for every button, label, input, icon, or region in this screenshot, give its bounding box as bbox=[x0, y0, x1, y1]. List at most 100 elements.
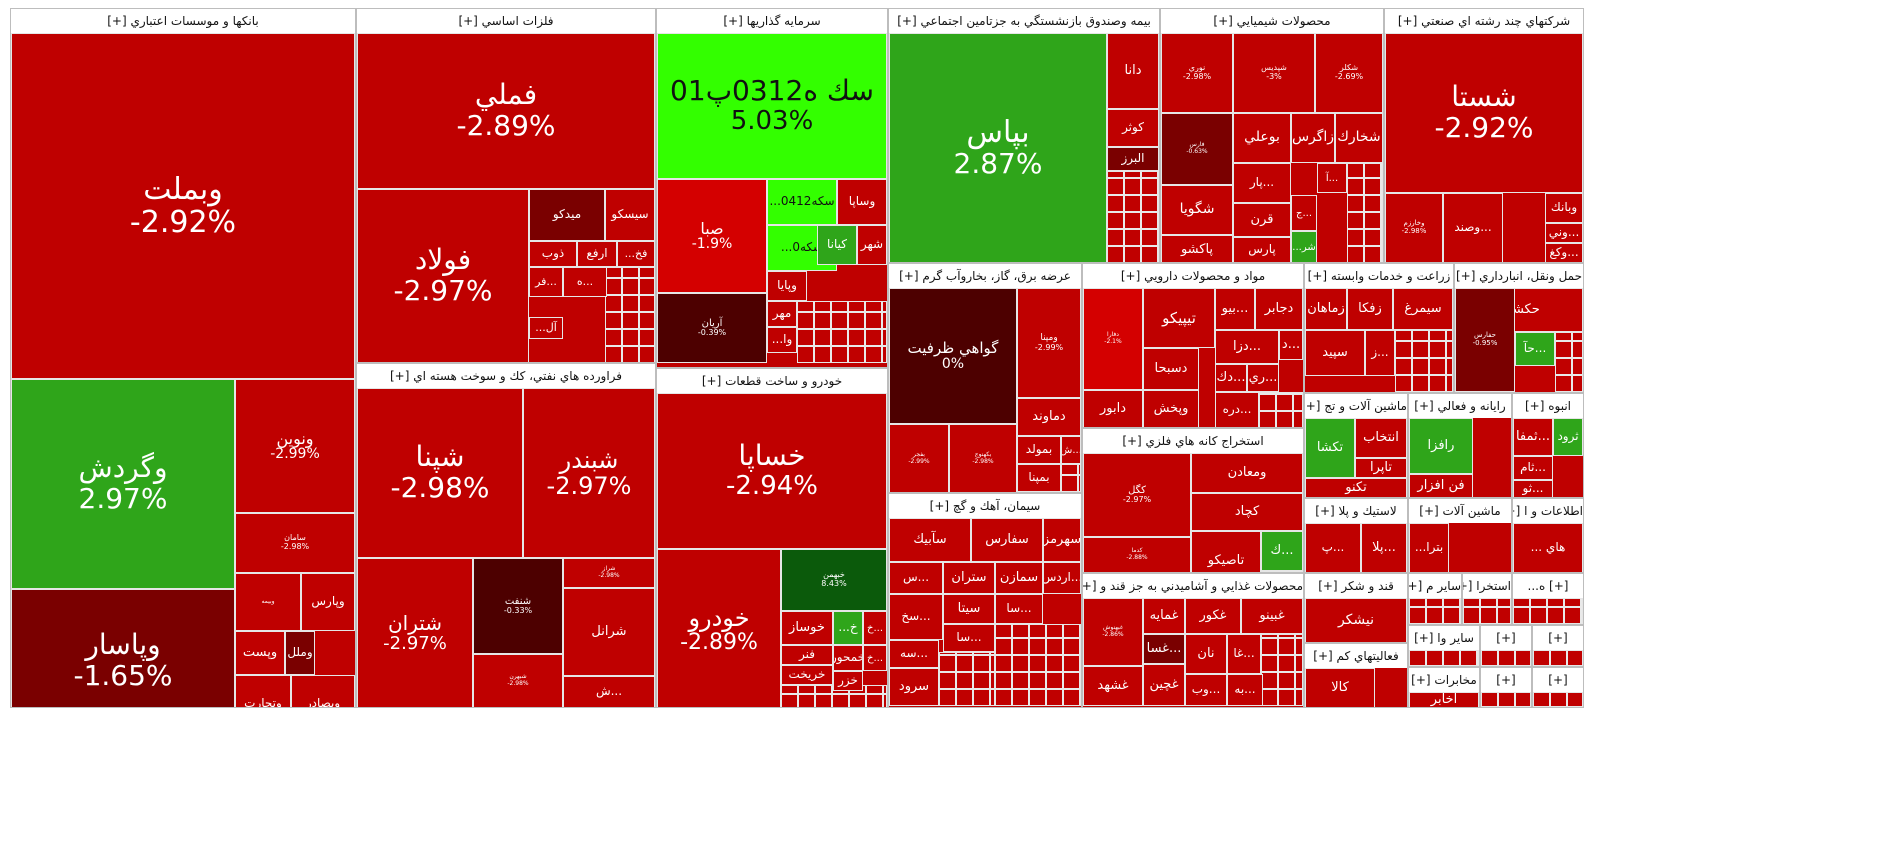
stock-tile[interactable]: بمولد bbox=[1017, 436, 1061, 464]
stock-tile[interactable]: ...غا bbox=[1227, 634, 1261, 674]
stock-tile[interactable]: غچين bbox=[1143, 664, 1185, 706]
stock-tile[interactable]: شنفت -0.33% bbox=[473, 558, 563, 654]
sector-title[interactable]: مواد و محصولات دارويي [+] bbox=[1083, 264, 1303, 289]
sector-title[interactable]: [+] bbox=[1481, 668, 1531, 693]
stock-tile[interactable]: ...پ bbox=[1305, 523, 1361, 572]
stock-tile[interactable]: شتران -2.97% bbox=[357, 558, 473, 707]
stock-tile[interactable]: خبهمن 8.43% bbox=[781, 549, 887, 611]
stock-tile[interactable]: اخابر bbox=[1409, 692, 1479, 707]
stock-tile[interactable]: حفارس -0.95% bbox=[1455, 288, 1515, 392]
stock-tile[interactable]: ...ز bbox=[1365, 330, 1395, 376]
stock-tile[interactable]: كالا bbox=[1305, 668, 1375, 707]
sector-utility[interactable]: عرضه برق، گاز، بخاروآب گرم [+] گواهي ظرفي… bbox=[888, 263, 1082, 493]
stock-tile[interactable]: ...آ bbox=[1317, 163, 1347, 193]
stock-tile[interactable]: بوعلي bbox=[1233, 113, 1291, 163]
stock-tile[interactable]: ...وني bbox=[1545, 223, 1583, 243]
stock-tile[interactable]: شپديس -3% bbox=[1233, 33, 1315, 113]
sector-transport[interactable]: حمل ونقل، انبارداري [+] حكشتي حفارس -0.95%.… bbox=[1454, 263, 1584, 393]
stock-tile[interactable]: ...د bbox=[1279, 330, 1303, 360]
stock-tile[interactable]: نوري -2.98% bbox=[1161, 33, 1233, 113]
stock-tile[interactable]: خوساز bbox=[781, 611, 833, 645]
stock-tile[interactable]: سآبيك bbox=[889, 518, 971, 562]
sector-mini4[interactable]: [+] bbox=[1480, 667, 1532, 708]
stock-tile[interactable]: خودرو -2.89% bbox=[657, 549, 781, 707]
sector-sugar[interactable]: قند و شكر [+] نيشكر bbox=[1304, 573, 1408, 643]
stock-tile[interactable]: شبهرن -2.98% bbox=[473, 654, 563, 707]
sector-banks[interactable]: بانكها و موسسات اعتباري [+] وبملت -2.92% وگ… bbox=[10, 8, 356, 708]
stock-tile[interactable]: وبيمه bbox=[235, 573, 301, 631]
stock-tile[interactable]: شهر bbox=[857, 225, 887, 265]
stock-tile[interactable]: ومعادن bbox=[1191, 453, 1303, 493]
stock-tile[interactable]: تكشا bbox=[1305, 418, 1355, 478]
stock-tile[interactable]: غكور bbox=[1185, 598, 1241, 634]
stock-tile[interactable]: وپايا bbox=[767, 271, 807, 301]
stock-tile[interactable]: خزر bbox=[833, 671, 863, 691]
stock-tile[interactable]: دفارا -2.1% bbox=[1083, 288, 1143, 390]
stock-tile[interactable]: دابور bbox=[1083, 390, 1143, 427]
stock-tile[interactable]: غشهد bbox=[1083, 666, 1143, 706]
sector-title[interactable]: استخراج كانه هاي فلزي [+] bbox=[1083, 429, 1303, 454]
stock-tile[interactable]: وملل bbox=[285, 631, 315, 675]
stock-tile[interactable]: شكلر -2.69% bbox=[1315, 33, 1383, 113]
stock-tile[interactable]: نيشكر bbox=[1305, 598, 1407, 642]
sector-mining[interactable]: استخراج كانه هاي فلزي [+] كگل -2.97% ومعادن… bbox=[1082, 428, 1304, 573]
sector-metals[interactable]: فلزات اساسي [+] فملي -2.89% فولاد -2.97% ميدك… bbox=[356, 8, 656, 363]
sector-title[interactable]: مخابرات [+] bbox=[1409, 668, 1479, 693]
sector-title[interactable]: [+] bbox=[1533, 626, 1583, 651]
stock-tile[interactable]: ...اردس bbox=[1043, 562, 1081, 594]
stock-tile[interactable]: وا... bbox=[767, 327, 797, 353]
sector-title[interactable]: شركتهاي چند رشته اي صنعتي [+] bbox=[1385, 9, 1583, 34]
sector-extract[interactable]: استخرا [+] bbox=[1462, 573, 1512, 625]
stock-tile[interactable]: ...فر bbox=[529, 267, 563, 297]
sector-small[interactable]: فعاليتهاي كم [+] كالا bbox=[1304, 643, 1408, 708]
stock-tile[interactable]: بمپنا bbox=[1017, 464, 1061, 492]
stock-tile[interactable]: تكنو bbox=[1305, 478, 1407, 497]
sector-title[interactable]: قند و شكر [+] bbox=[1305, 574, 1407, 599]
stock-tile[interactable]: ...پار bbox=[1233, 163, 1291, 203]
small-tiles-grid[interactable] bbox=[797, 301, 887, 363]
stock-tile[interactable]: ...غسا bbox=[1143, 634, 1185, 664]
stock-tile[interactable]: وتجارت bbox=[235, 675, 291, 707]
stock-tile[interactable]: ستران bbox=[943, 562, 995, 594]
stock-tile[interactable]: ...پلا bbox=[1361, 523, 1407, 572]
stock-tile[interactable]: نان bbox=[1185, 634, 1227, 674]
stock-tile[interactable]: وخارزم -2.98% bbox=[1385, 193, 1443, 262]
stock-tile[interactable]: مهر bbox=[767, 301, 797, 327]
small-tiles-grid[interactable] bbox=[1533, 650, 1583, 666]
sector-title[interactable]: فعاليتهاي كم [+] bbox=[1305, 644, 1407, 669]
sector-pharma[interactable]: مواد و محصولات دارويي [+] تيپيكو دسبحا وپخش… bbox=[1082, 263, 1304, 428]
stock-tile[interactable]: ...خ bbox=[863, 611, 887, 645]
stock-tile[interactable]: شستا -2.92% bbox=[1385, 33, 1583, 193]
sector-title[interactable]: زراعت و خدمات وابسته [+] bbox=[1305, 264, 1453, 289]
sector-title[interactable]: رايانه و فعالي [+] bbox=[1409, 394, 1511, 419]
sector-telecom[interactable]: مخابرات [+] اخابر bbox=[1408, 667, 1480, 708]
small-tiles-grid[interactable] bbox=[1261, 634, 1303, 706]
small-tiles-grid[interactable] bbox=[1347, 163, 1383, 262]
stock-tile[interactable]: سيتا bbox=[943, 594, 995, 624]
small-tiles-grid[interactable] bbox=[605, 267, 655, 362]
sector-title[interactable]: اطلاعات و ا [+] bbox=[1513, 499, 1583, 524]
sector-title[interactable]: بيمه وصندوق بازنشستگي به جزتامين اجتماعي… bbox=[889, 9, 1159, 34]
sector-rubber[interactable]: لاستيك و پلا [+] ...پلا ...پ bbox=[1304, 498, 1408, 573]
small-tiles-grid[interactable] bbox=[1107, 171, 1159, 262]
sector-title[interactable]: محصولات شيميايي [+] bbox=[1161, 9, 1383, 34]
stock-tile[interactable]: فارس -0.63% bbox=[1161, 113, 1233, 185]
stock-tile[interactable]: دماوند bbox=[1017, 398, 1081, 436]
stock-tile[interactable]: ...س bbox=[889, 562, 943, 594]
stock-tile[interactable]: شگويا bbox=[1161, 185, 1233, 235]
stock-tile[interactable]: خريخت bbox=[781, 665, 833, 685]
stock-tile[interactable]: خساپا -2.94% bbox=[657, 393, 887, 549]
sector-cement[interactable]: سيمان، آهك و گچ [+] سهرمز سفارس سآبيك ستران س… bbox=[888, 493, 1082, 708]
small-tiles-grid[interactable] bbox=[1555, 332, 1583, 392]
sector-title[interactable]: محصولات غذايي و آشاميدني به جز قند و [+] bbox=[1083, 574, 1303, 599]
sector-title[interactable]: خودرو و ساخت قطعات [+] bbox=[657, 369, 887, 394]
stock-tile[interactable]: انتخاب bbox=[1355, 418, 1407, 458]
stock-tile[interactable]: وبملت -2.92% bbox=[11, 33, 355, 379]
stock-tile[interactable]: بپاس 2.87% bbox=[889, 33, 1107, 262]
stock-tile[interactable]: كيانا bbox=[817, 225, 857, 265]
stock-tile[interactable]: وبصادر bbox=[291, 675, 355, 707]
sector-info[interactable]: اطلاعات و ا [+] هاي ... bbox=[1512, 498, 1584, 573]
stock-tile[interactable]: سپيد bbox=[1305, 330, 1365, 376]
sector-title[interactable]: لاستيك و پلا [+] bbox=[1305, 499, 1407, 524]
stock-tile[interactable]: سهرمز bbox=[1043, 518, 1081, 562]
